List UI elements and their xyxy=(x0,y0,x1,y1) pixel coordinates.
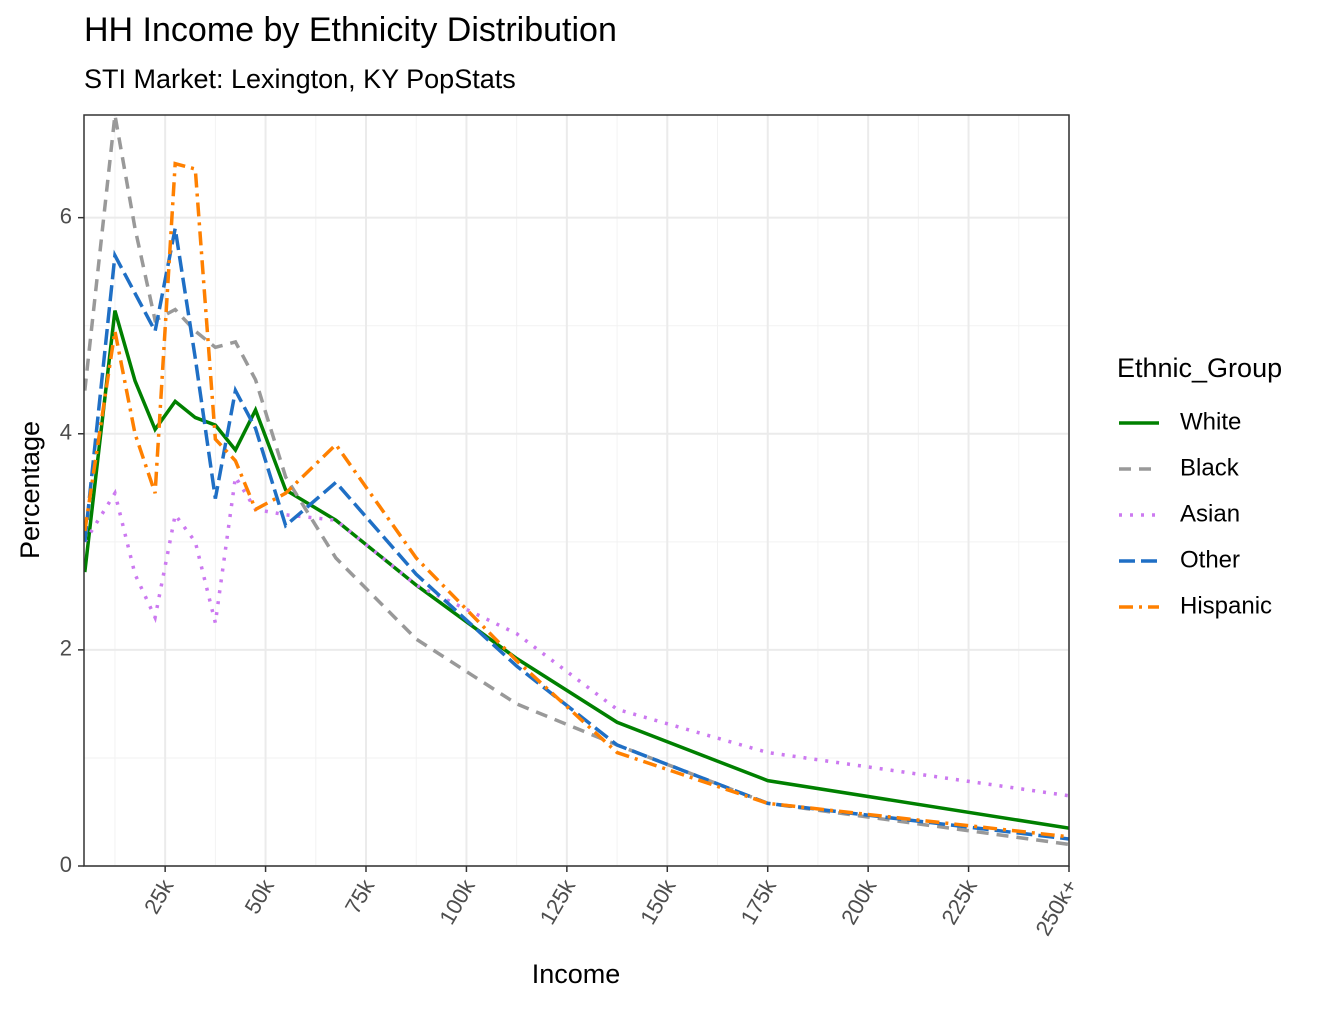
plot-border xyxy=(83,114,1070,867)
chart-title: HH Income by Ethnicity Distribution xyxy=(84,11,617,49)
chart-subtitle: STI Market: Lexington, KY PopStats xyxy=(84,64,516,94)
x-axis-label: Income xyxy=(532,959,621,989)
y-tick-label: 6 xyxy=(60,203,72,228)
legend-label: Hispanic xyxy=(1180,592,1272,619)
legend-label: Other xyxy=(1180,546,1240,573)
data-line xyxy=(84,228,1069,841)
legend-title: Ethnic_Group xyxy=(1117,353,1282,383)
data-line xyxy=(84,161,1069,839)
y-tick-label: 2 xyxy=(60,636,72,661)
y-axis-label: Percentage xyxy=(15,421,45,559)
legend-label: White xyxy=(1180,408,1241,435)
y-tick-label: 0 xyxy=(60,852,72,877)
data-line xyxy=(84,310,1069,830)
y-tick-label: 4 xyxy=(60,420,72,445)
legend-label: Black xyxy=(1180,454,1240,481)
legend-label: Asian xyxy=(1180,500,1240,527)
data-line xyxy=(84,115,1069,847)
